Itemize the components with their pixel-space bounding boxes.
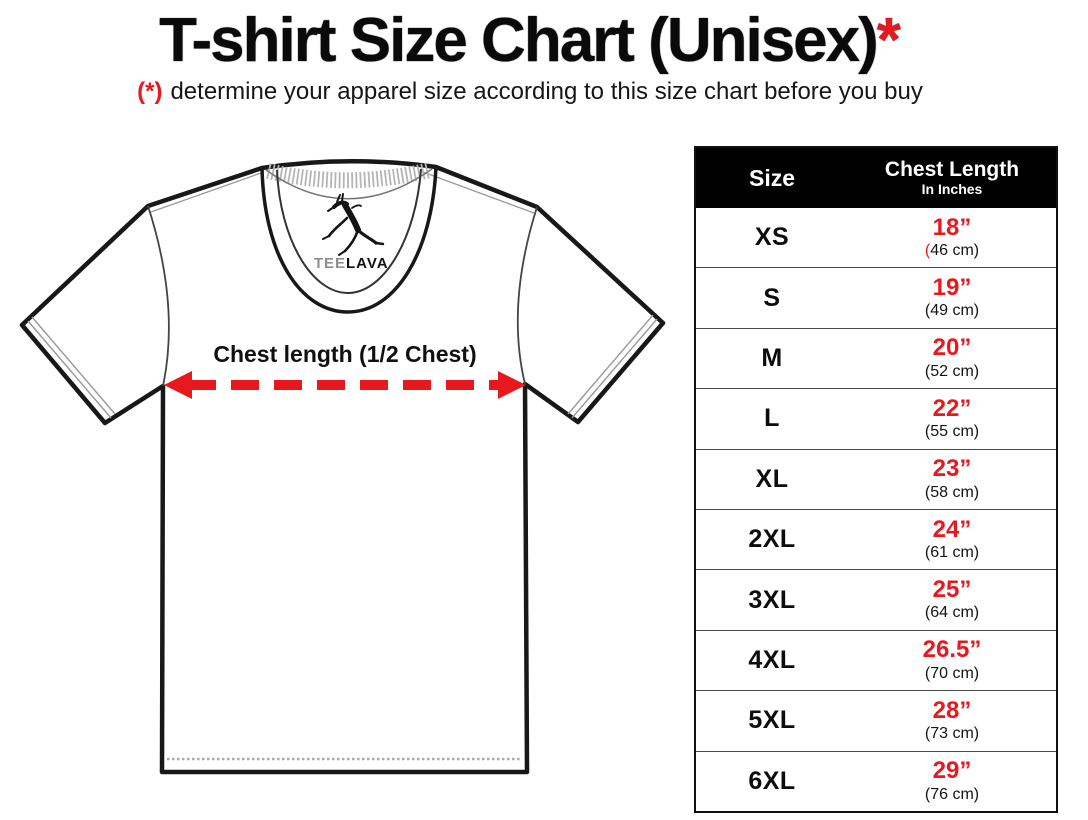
table-row-4xl: 4XL 26.5” (70 cm) — [696, 629, 1056, 691]
cuff-stitch-right — [567, 314, 658, 419]
table-row-l: L 22” (55 cm) — [696, 388, 1056, 449]
cuff-stitch-left — [27, 316, 116, 419]
header-in-inches-label: In Inches — [921, 181, 983, 198]
header-chest-length-label: Chest Length — [884, 158, 1020, 182]
size-label: XL — [755, 464, 789, 493]
collar-outer-edge — [260, 166, 438, 314]
table-row-3xl: 3XL 25” (64 cm) — [696, 569, 1056, 630]
measurement-cell: 26.5” (70 cm) — [848, 631, 1056, 690]
cm-value: (76 cm) — [924, 785, 980, 803]
collar-ribbing — [266, 162, 432, 189]
size-label: 3XL — [748, 585, 796, 614]
inches-value: 25” — [932, 575, 972, 603]
collar-inner-edge — [276, 168, 422, 295]
cm-value: (46 cm) — [925, 241, 979, 261]
cm-rest: 46 cm) — [930, 241, 980, 259]
measurement-cell: 18” (46 cm) — [848, 208, 1056, 267]
teelava-logo-figure — [322, 193, 385, 256]
cm-value: (64 cm) — [924, 604, 980, 622]
page-title: T-shirt Size Chart (Unisex)* — [0, 8, 1060, 73]
size-label: 6XL — [748, 766, 796, 795]
table-row-2xl: 2XL 24” (61 cm) — [696, 509, 1056, 570]
size-label: XS — [754, 223, 790, 252]
table-row-5xl: 5XL 28” (73 cm) — [696, 690, 1056, 751]
inches-value: 19” — [932, 273, 972, 301]
size-label: 2XL — [748, 525, 796, 554]
subtitle-text: determine your apparel size according to… — [170, 78, 923, 106]
title-asterisk: * — [876, 6, 901, 75]
table-row-xl: XL 23” (58 cm) — [696, 448, 1056, 510]
measurement-cell: 19” (49 cm) — [848, 268, 1056, 327]
measurement-cell: 23” (58 cm) — [848, 450, 1056, 509]
inches-value: 22” — [932, 394, 972, 422]
inches-value: 24” — [932, 515, 972, 543]
page-title-text: T-shirt Size Chart (Unisex) — [159, 6, 879, 75]
size-label: L — [764, 404, 780, 433]
inches-value: 28” — [932, 696, 972, 724]
size-table-header: Size Chest Length In Inches — [696, 148, 1056, 208]
tshirt-figure: TEE LAVA Chest length (1/2 Chest) — [0, 140, 690, 820]
inches-value: 26.5” — [922, 636, 982, 664]
measurement-cell: 24” (61 cm) — [848, 510, 1056, 569]
cm-open-paren: ( — [924, 241, 931, 259]
inches-value: 18” — [932, 213, 972, 241]
cm-value: (49 cm) — [924, 302, 980, 320]
cm-value: (55 cm) — [924, 423, 980, 441]
header-col-chest-length: Chest Length In Inches — [848, 158, 1056, 198]
armhole-seam-right — [516, 206, 538, 385]
table-row-m: M 20” (52 cm) — [696, 327, 1056, 389]
size-label: M — [761, 344, 783, 373]
table-row-6xl: 6XL 29” (76 cm) — [696, 750, 1056, 812]
measurement-cell: 22” (55 cm) — [848, 389, 1056, 448]
chest-measure-arrow — [164, 371, 526, 399]
chest-length-label: Chest length (1/2 Chest) — [213, 341, 476, 367]
tshirt-drawing: TEE LAVA Chest length (1/2 Chest) — [19, 159, 666, 775]
table-row-xs: XS 18” (46 cm) — [696, 208, 1056, 268]
logo-text-lava: LAVA — [346, 255, 389, 272]
armhole-seam-left — [147, 205, 170, 387]
measurement-cell: 20” (52 cm) — [848, 329, 1056, 388]
size-label: S — [763, 283, 781, 312]
header-col-size: Size — [748, 164, 796, 191]
inches-value: 29” — [932, 757, 972, 785]
page-header: T-shirt Size Chart (Unisex)* (*) determin… — [0, 8, 1060, 106]
table-row-s: S 19” (49 cm) — [696, 267, 1056, 328]
shoulder-seam-left — [150, 172, 262, 213]
measurement-cell: 28” (73 cm) — [848, 691, 1056, 750]
cm-value: (73 cm) — [924, 725, 980, 743]
page-subtitle: (*) determine your apparel size according… — [0, 78, 1060, 106]
subtitle-asterisk-mark: (*) — [137, 78, 163, 106]
size-label: 5XL — [748, 706, 796, 735]
inches-value: 20” — [932, 334, 972, 362]
arrowhead-right — [498, 371, 526, 399]
logo-text-tee: TEE — [314, 255, 346, 272]
arrowhead-left — [164, 371, 192, 399]
inches-value: 23” — [932, 455, 972, 483]
cm-value: (61 cm) — [924, 543, 980, 561]
shoulder-seam-right — [422, 171, 535, 214]
cm-value: (58 cm) — [924, 483, 980, 501]
size-table: Size Chest Length In Inches XS 18” (46 c… — [694, 146, 1058, 813]
measurement-cell: 29” (76 cm) — [848, 752, 1056, 811]
cm-value: (70 cm) — [924, 664, 980, 682]
measurement-cell: 25” (64 cm) — [848, 570, 1056, 629]
size-label: 4XL — [748, 646, 796, 675]
collar-band-bottom — [265, 168, 433, 200]
cm-value: (52 cm) — [924, 362, 980, 380]
